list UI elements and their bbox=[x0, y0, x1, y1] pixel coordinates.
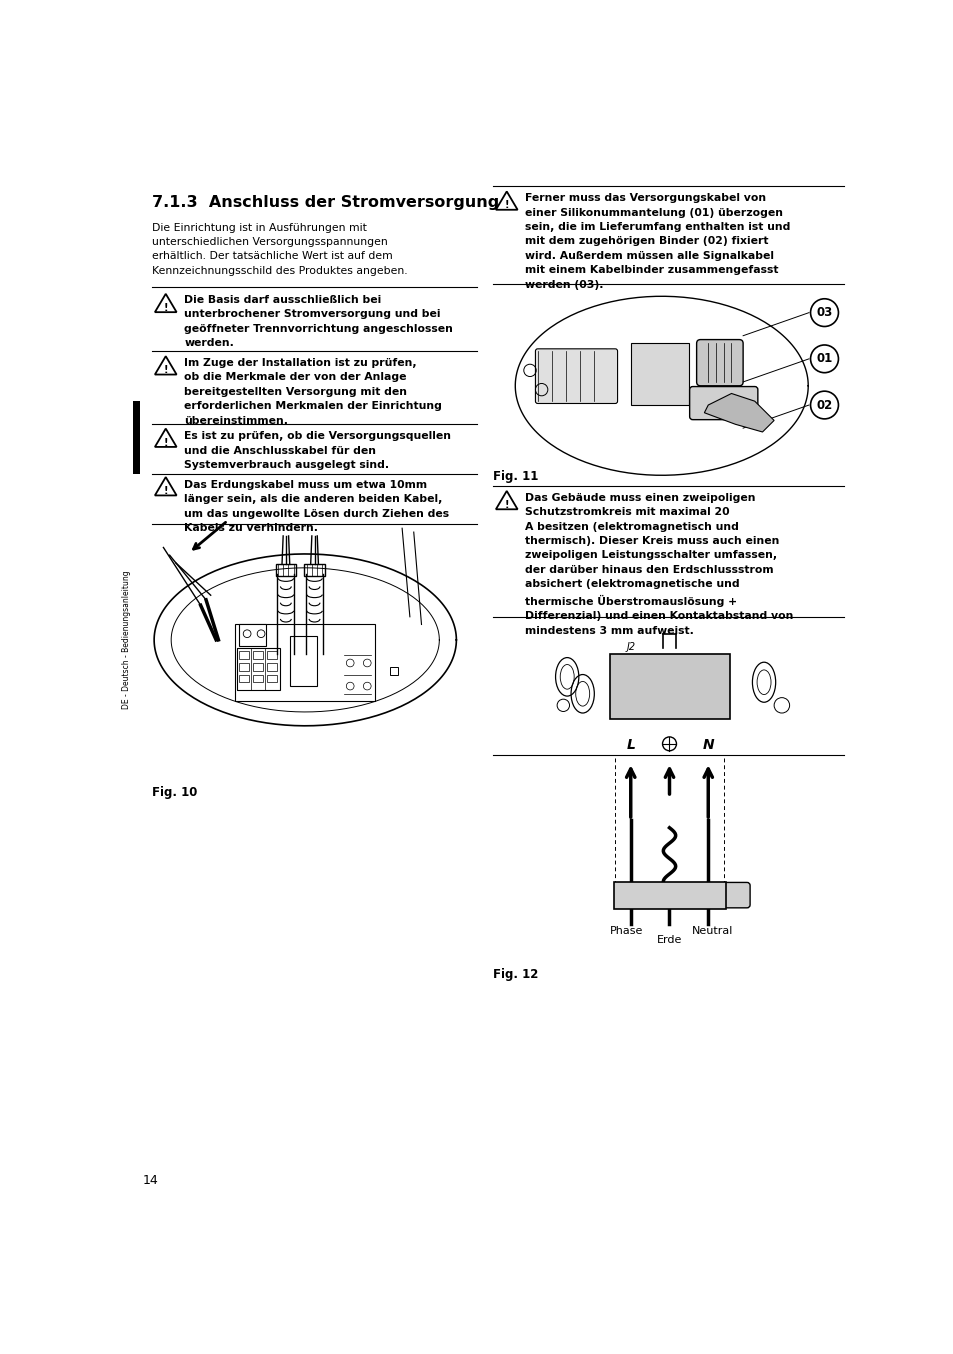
Bar bbox=[253, 674, 263, 682]
FancyBboxPatch shape bbox=[689, 386, 757, 420]
Text: !: ! bbox=[163, 303, 168, 313]
Bar bbox=[267, 674, 277, 682]
Bar bbox=[613, 688, 649, 716]
Text: Fig. 11: Fig. 11 bbox=[493, 470, 537, 483]
Bar bbox=[630, 344, 688, 405]
Bar bbox=[236, 647, 279, 691]
Text: !: ! bbox=[163, 486, 168, 496]
Bar bbox=[267, 651, 277, 659]
Bar bbox=[687, 688, 723, 716]
Bar bbox=[235, 624, 375, 701]
Bar bbox=[133, 401, 140, 474]
Bar bbox=[239, 624, 266, 646]
Text: Phase: Phase bbox=[610, 926, 643, 936]
Text: DE - Deutsch - Bedienungsanleitung: DE - Deutsch - Bedienungsanleitung bbox=[122, 570, 132, 709]
Text: Es ist zu prüfen, ob die Versorgungsquellen
und die Anschlusskabel für den
Syste: Es ist zu prüfen, ob die Versorgungsquel… bbox=[184, 431, 451, 470]
Bar bbox=[290, 636, 316, 686]
Text: !: ! bbox=[163, 366, 168, 375]
Text: Fig. 12: Fig. 12 bbox=[493, 968, 537, 980]
Bar bbox=[613, 881, 725, 909]
Text: !: ! bbox=[163, 437, 168, 448]
Text: Im Zuge der Installation ist zu prüfen,
ob die Merkmale der von der Anlage
berei: Im Zuge der Installation ist zu prüfen, … bbox=[184, 357, 442, 425]
Text: Das Erdungskabel muss um etwa 10mm
länger sein, als die anderen beiden Kabel,
um: Das Erdungskabel muss um etwa 10mm länge… bbox=[184, 479, 449, 533]
Text: N: N bbox=[701, 738, 713, 751]
Text: 14: 14 bbox=[142, 1174, 158, 1186]
Bar bbox=[609, 654, 729, 719]
Text: Erde: Erde bbox=[656, 934, 681, 945]
Bar bbox=[253, 663, 263, 670]
Bar bbox=[650, 657, 686, 685]
Text: 7.1.3  Anschluss der Stromversorgung: 7.1.3 Anschluss der Stromversorgung bbox=[152, 195, 498, 210]
Bar bbox=[613, 657, 649, 685]
FancyBboxPatch shape bbox=[696, 340, 742, 386]
Bar bbox=[267, 663, 277, 670]
Text: Ferner muss das Versorgungskabel von
einer Silikonummantelung (01) überzogen
sei: Ferner muss das Versorgungskabel von ein… bbox=[525, 194, 790, 290]
Text: 03: 03 bbox=[816, 306, 832, 320]
FancyBboxPatch shape bbox=[721, 883, 749, 907]
Text: 01: 01 bbox=[816, 352, 832, 366]
Text: Das Gebäude muss einen zweipoligen
Schutzstromkreis mit maximal 20
A besitzen (e: Das Gebäude muss einen zweipoligen Schut… bbox=[525, 493, 793, 635]
Bar bbox=[304, 565, 324, 575]
Text: !: ! bbox=[504, 500, 509, 510]
FancyBboxPatch shape bbox=[535, 349, 617, 403]
Bar bbox=[275, 565, 295, 575]
Text: L: L bbox=[626, 738, 635, 751]
Bar bbox=[239, 674, 249, 682]
Bar bbox=[239, 663, 249, 670]
Bar bbox=[253, 651, 263, 659]
Text: Fig. 10: Fig. 10 bbox=[152, 787, 197, 799]
Bar bbox=[687, 657, 723, 685]
Text: !: ! bbox=[504, 200, 509, 210]
Text: Neutral: Neutral bbox=[691, 926, 732, 936]
Text: 02: 02 bbox=[816, 398, 832, 412]
Bar bbox=[239, 651, 249, 659]
Text: Die Einrichtung ist in Ausführungen mit
unterschiedlichen Versorgungsspannungen
: Die Einrichtung ist in Ausführungen mit … bbox=[152, 222, 407, 276]
Text: Die Basis darf ausschließlich bei
unterbrochener Stromversorgung und bei
geöffne: Die Basis darf ausschließlich bei unterb… bbox=[184, 295, 453, 348]
Text: J2: J2 bbox=[626, 642, 636, 653]
Bar bbox=[390, 666, 397, 674]
Polygon shape bbox=[703, 394, 773, 432]
Bar bbox=[650, 688, 686, 716]
